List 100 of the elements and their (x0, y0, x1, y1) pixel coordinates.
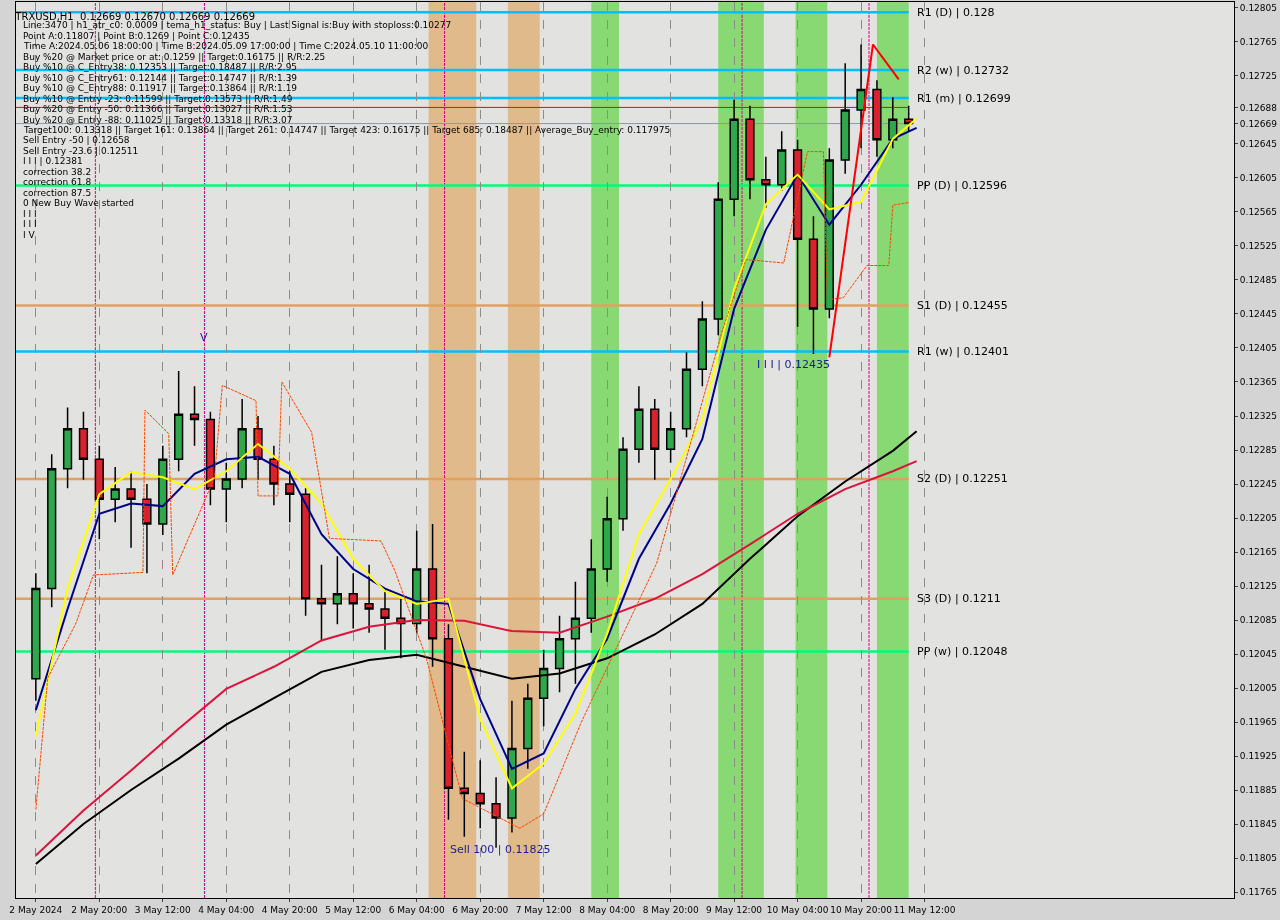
x-tick-label: 9 May 12:00 (706, 904, 763, 915)
annotation: Buy %10 @ C_Entry61: 0.12144 || Target:0.14747 || R/R:1.39 (23, 73, 298, 83)
ref-line-label: S2 (D) | 0.12251 (917, 472, 1008, 485)
candlestick (840, 62, 850, 175)
text: TRXUSD,H1 0.12669 0.12670 0.12669 0.12669 (14, 10, 255, 22)
y-tick-label: 0.11925 (1239, 751, 1278, 762)
candlestick (602, 496, 612, 583)
candlestick (872, 79, 882, 158)
annotation: V (200, 331, 208, 344)
candlestick (47, 453, 57, 609)
candlestick (62, 406, 73, 489)
y-tick-label: 0.12285 (1239, 445, 1278, 456)
candlestick (189, 385, 200, 447)
candlestick (761, 155, 771, 209)
y-tick-label: 0.12669 (1239, 118, 1278, 129)
candlestick (158, 445, 168, 536)
candlestick (681, 351, 692, 438)
y-tick-label: 0.12245 (1239, 479, 1278, 490)
candlestick (713, 181, 723, 336)
annotation: Buy %20 @ Market price or at: 0.1259 || Target:0.16175 || R/R:2.25 (23, 52, 326, 62)
y-tick-label: 0.12725 (1239, 71, 1278, 82)
candlestick (729, 99, 739, 217)
candlestick (697, 300, 707, 387)
candlestick (427, 523, 438, 668)
y-tick-label: 0.12125 (1239, 581, 1278, 592)
y-tick-label: 0.12525 (1239, 241, 1278, 252)
ref-line-label: R1 (w) | 0.12401 (917, 345, 1009, 358)
candlestick (745, 104, 755, 200)
candlestick (285, 470, 295, 524)
y-tick-label: 0.12405 (1239, 343, 1278, 354)
candlestick (269, 445, 279, 507)
candlestick (126, 470, 136, 549)
candlestick (221, 462, 231, 524)
annotation: I I I | 0.12381 (23, 156, 83, 166)
candlestick (475, 759, 485, 830)
y-tick-label: 0.12688 (1239, 102, 1278, 113)
y-tick-label: 0.12205 (1239, 513, 1278, 524)
annotation: Sell 100 | 0.11825 (450, 843, 551, 856)
candlestick (586, 538, 596, 634)
y-tick-label: 0.12085 (1239, 615, 1278, 626)
y-tick-label: 0.12325 (1239, 411, 1278, 422)
candlestick (792, 138, 803, 328)
candlestick (348, 572, 358, 630)
y-tick-label: 0.12485 (1239, 275, 1278, 286)
y-tick-label: 0.12605 (1239, 173, 1278, 184)
candlestick (380, 589, 390, 651)
ref-line-label: R1 (D) | 0.128 (917, 6, 995, 19)
x-tick-label: 4 May 20:00 (261, 904, 319, 915)
x-tick-label: 7 May 12:00 (515, 904, 572, 915)
annotation: Line:3470 | h1_atr_c0: 0.0009 | tema_h1_status: Buy | Last Signal is:Buy with stoploss:0.10277 (23, 20, 452, 30)
y-tick-label: 0.12445 (1239, 309, 1278, 320)
y-tick-label: 0.11765 (1239, 887, 1278, 898)
y-tick-label: 0.11885 (1239, 785, 1278, 796)
y-tick-label: 0.12565 (1239, 207, 1278, 218)
x-tick-label: 10 May 04:00 (766, 904, 829, 915)
ref-line-label: S1 (D) | 0.12455 (917, 299, 1008, 312)
candlestick (443, 623, 454, 821)
candlestick (110, 466, 120, 524)
candlestick (650, 398, 660, 481)
annotation: 0 New Buy Wave started (23, 198, 134, 208)
x-tick-label: 2 May 2024 (9, 904, 63, 915)
annotation: correction 38.2 (23, 167, 92, 177)
annotation: Target100: 0.13318 || Target 161: 0.13864 || Target 261: 0.14747 || Target 423: 0.16175 || Target 685: 0.18487 || Average_Buy_entry: 0.117975 (23, 125, 671, 135)
candlestick (507, 700, 517, 834)
annotation: Sell Entry -23.6 | 0.12511 (23, 146, 139, 156)
y-tick-label: 0.11805 (1239, 853, 1278, 864)
candlestick (888, 96, 898, 149)
candlestick (94, 445, 104, 541)
x-tick-label: 3 May 12:00 (134, 904, 192, 915)
x-tick-label: 6 May 04:00 (388, 904, 445, 915)
y-tick-label: 0.12045 (1239, 649, 1278, 660)
candlestick (808, 215, 819, 355)
candlestick (634, 385, 644, 464)
x-tick-label: 10 May 20:00 (830, 904, 893, 915)
ref-line-label: R1 (m) | 0.12699 (917, 92, 1011, 105)
candlestick (364, 564, 374, 634)
annotation: I V (23, 230, 36, 240)
y-tick-label: 0.12165 (1239, 547, 1278, 558)
annotation: I I I (23, 209, 37, 219)
y-tick-label: 0.12365 (1239, 377, 1278, 388)
x-tick-label: 2 May 20:00 (71, 904, 128, 915)
annotation: Sell Entry -50 | 0.12658 (23, 135, 130, 145)
x-tick-label: 8 May 20:00 (642, 904, 699, 915)
candlestick (523, 683, 533, 770)
candlestick (554, 615, 565, 694)
y-tick-label: 0.11965 (1239, 717, 1278, 728)
candlestick (31, 572, 41, 702)
x-tick-label: 8 May 04:00 (579, 904, 636, 915)
ref-line-label: PP (w) | 0.12048 (917, 645, 1008, 658)
annotation: I I I (23, 219, 37, 229)
candlestick (459, 751, 469, 838)
candlestick (570, 581, 581, 685)
x-tick-label: 6 May 20:00 (452, 904, 509, 915)
y-tick-label: 0.12765 (1239, 37, 1278, 48)
annotation: Time A:2024.05.06 18:00:00 | Time B:2024.05.09 17:00:00 | Time C:2024.05.10 11:00:00 (23, 41, 429, 51)
annotation: Point A:0.11807 | Point B:0.1269 | Point C:0.12435 (23, 31, 250, 41)
candlestick (539, 649, 549, 728)
x-tick-label: 11 May 12:00 (893, 904, 956, 915)
y-tick-label: 0.12805 (1239, 3, 1278, 14)
candlestick (856, 43, 866, 149)
